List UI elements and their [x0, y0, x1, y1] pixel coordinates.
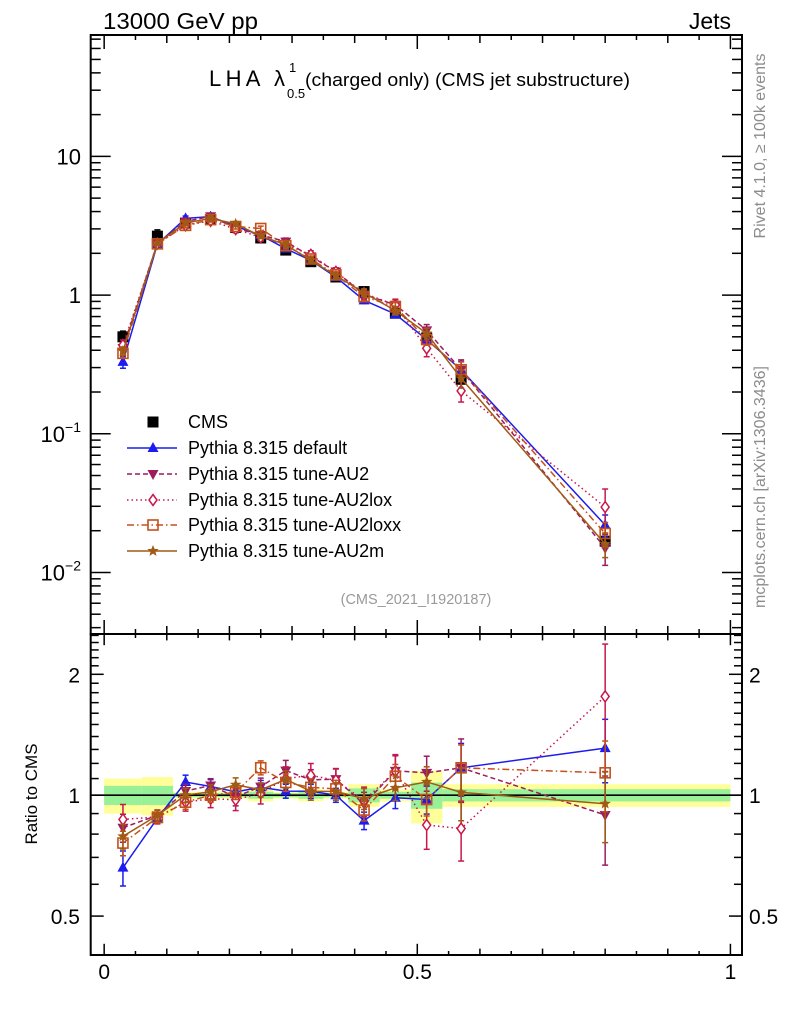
ratio-tune-au2loxx-point — [254, 761, 267, 774]
legend-entry-tune-au2loxx: Pythia 8.315 tune-AU2loxx — [127, 515, 401, 535]
ratio-tune-au2lox-point — [421, 818, 432, 832]
series-tune-au2m-point — [455, 372, 467, 384]
legend-entry-cms: CMS — [147, 412, 228, 432]
ratio-tune-au2lox-line — [122, 695, 606, 830]
title-description: (charged only) (CMS jet substructure) — [305, 70, 630, 90]
series-tune-au2m-point — [599, 538, 611, 549]
legend-marker-default — [147, 442, 159, 452]
ratio-tune-au2m-point — [305, 785, 317, 797]
title-observable: LHA λ — [209, 66, 285, 91]
series-tune-au2-line — [122, 215, 606, 549]
ratio-tune-au2m-point — [229, 778, 242, 790]
ratio-axis-label: Ratio to CMS — [22, 743, 41, 844]
ratio-y-tick-label-right: 1 — [749, 785, 761, 808]
ratio-tune-au2m-point — [389, 781, 402, 793]
series-tune-au2m-point — [358, 286, 370, 298]
series-tune-au2lox-point — [456, 384, 467, 398]
series-tune-au2m-point — [420, 327, 433, 339]
x-tick-label: 0 — [98, 961, 110, 984]
series-tune-au2m-point — [151, 237, 164, 248]
ratio-tune-au2-line — [122, 767, 606, 829]
ratio-series-layer — [117, 643, 611, 887]
legend-marker-tune-au2lox — [148, 493, 158, 507]
series-tune-au2m-point — [280, 238, 292, 250]
series-tune-au2m-point — [117, 345, 129, 356]
legend-marker-tune-au2m — [147, 545, 159, 556]
ratio-tune-au2m-point — [179, 789, 192, 801]
cms-data-point — [117, 331, 129, 343]
series-tune-au2m-point — [389, 304, 402, 316]
legend-label: Pythia 8.315 tune-AU2 — [188, 464, 369, 484]
x-tick-label: 1 — [725, 961, 737, 984]
title-superscript: 1 — [289, 60, 296, 75]
ratio-tune-au2m-line — [122, 778, 606, 837]
ratio-default-point — [117, 861, 129, 872]
y-tick-label-exponent: −2 — [65, 557, 81, 573]
x-tick-label: 0.5 — [403, 961, 432, 984]
legend-entry-tune-au2lox: Pythia 8.315 tune-AU2lox — [127, 490, 392, 510]
title-subscript: 0.5 — [287, 86, 305, 101]
series-tune-au2lox-point — [600, 500, 611, 514]
ratio-tune-au2m-point — [280, 773, 292, 785]
series-tune-au2m-point — [255, 230, 267, 241]
rivet-version-label: Rivet 4.1.0, ≥ 100k events — [752, 54, 769, 239]
legend-label: Pythia 8.315 tune-AU2loxx — [188, 515, 401, 535]
ratio-y-tick-label-right: 2 — [749, 664, 761, 687]
cms-data-point — [151, 230, 163, 242]
ratio-tune-au2m-point — [358, 792, 370, 804]
legend-label: CMS — [188, 412, 228, 432]
ratio-tune-au2m-point — [151, 809, 164, 821]
legend-marker-cms — [147, 416, 159, 428]
series-tune-au2m-point — [305, 254, 317, 266]
series-tune-au2m-point — [330, 269, 342, 281]
ratio-tune-au2m-point — [117, 830, 129, 842]
ratio-y-tick-label-right: 0.5 — [749, 906, 778, 929]
legend: CMS Pythia 8.315 default Pythia 8.315 tune… — [127, 412, 401, 561]
ratio-tune-au2m-point — [255, 783, 267, 795]
ratio-tune-au2m-point — [455, 786, 467, 798]
main-series-layer — [117, 210, 611, 567]
legend-label: Pythia 8.315 tune-AU2lox — [188, 490, 392, 510]
mcplots-credit-label: mcplots.cern.ch [arXiv:1306.3436] — [752, 366, 769, 608]
legend-entry-default: Pythia 8.315 default — [127, 438, 347, 458]
legend-marker-tune-au2loxx — [147, 519, 159, 531]
process-label: Jets — [689, 8, 731, 34]
y-tick-label: 1 — [69, 283, 81, 308]
ratio-tune-au2m-error-bar — [602, 771, 609, 844]
ratio-y-tick-label-left: 0.5 — [51, 906, 80, 929]
analysis-id-label: (CMS_2021_I1920187) — [341, 592, 492, 608]
ratio-tune-au2m-point — [599, 797, 611, 809]
legend-entry-tune-au2m: Pythia 8.315 tune-AU2m — [127, 541, 384, 561]
series-tune-au2m-point — [229, 217, 242, 229]
ratio-tune-au2lox-point — [600, 689, 611, 704]
legend-entry-tune-au2: Pythia 8.315 tune-AU2 — [127, 464, 369, 484]
legend-label: Pythia 8.315 tune-AU2m — [188, 541, 384, 561]
y-tick-label-base: 10 — [41, 422, 65, 447]
ratio-panel-frame — [89, 633, 743, 956]
legend-marker-tune-au2 — [147, 470, 159, 480]
beam-energy-label: 13000 GeV pp — [103, 8, 258, 34]
y-tick-label: 10−2 — [41, 557, 82, 585]
ratio-tune-au2m-point — [420, 775, 433, 787]
series-default-point — [117, 355, 129, 366]
series-tune-au2m-point — [204, 212, 217, 224]
y-tick-label: 10 — [57, 144, 81, 169]
ratio-tune-au2lox-point — [456, 821, 467, 836]
series-tune-au2m-point — [179, 216, 192, 228]
y-tick-label-exponent: −1 — [65, 419, 81, 435]
legend-label: Pythia 8.315 default — [188, 438, 347, 458]
y-tick-label-base: 10 — [41, 560, 65, 585]
ratio-y-tick-label-left: 1 — [68, 785, 80, 808]
ratio-tune-au2m-point — [204, 785, 217, 797]
y-tick-label: 10−1 — [41, 419, 82, 447]
ratio-y-tick-label-left: 2 — [68, 664, 80, 687]
ratio-tune-au2m-point — [330, 785, 342, 797]
